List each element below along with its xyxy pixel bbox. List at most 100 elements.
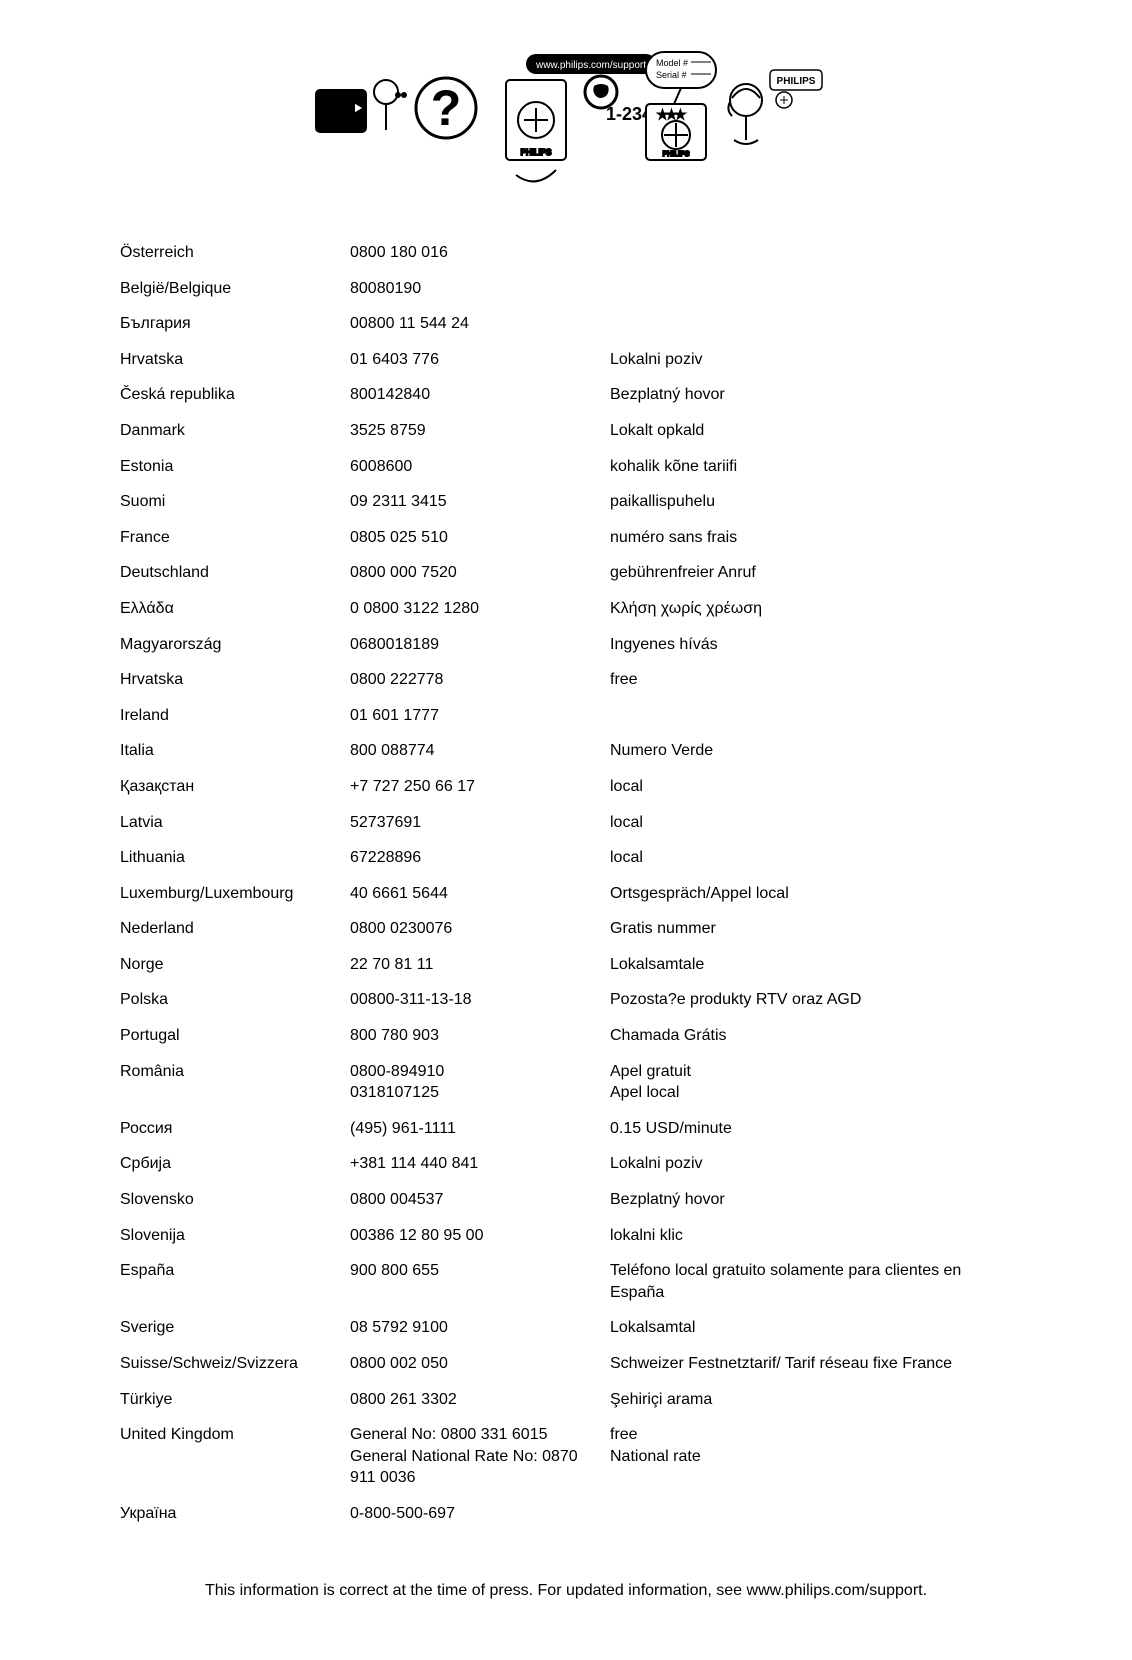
note-cell: Lokalt opkald	[610, 413, 1012, 449]
country-cell: België/Belgique	[120, 271, 350, 307]
country-cell: Slovensko	[120, 1182, 350, 1218]
table-row: Қазақстан+7 727 250 66 17local	[120, 769, 1012, 805]
phone-cell: (495) 961-1111	[350, 1111, 610, 1147]
country-cell: Luxemburg/Luxembourg	[120, 876, 350, 912]
country-cell: Россия	[120, 1111, 350, 1147]
table-row: Polska00800-311-13-18Pozosta?e produkty …	[120, 982, 1012, 1018]
note-cell: Pozosta?e produkty RTV oraz AGD	[610, 982, 1012, 1018]
note-cell: kohalik kõne tariifi	[610, 449, 1012, 485]
note-cell: paikallispuhelu	[610, 484, 1012, 520]
phone-cell: 0800 222778	[350, 662, 610, 698]
note-cell: Bezplatný hovor	[610, 1182, 1012, 1218]
country-cell: Magyarország	[120, 627, 350, 663]
brand-badge: PHILIPS	[777, 76, 816, 87]
table-row: Portugal800 780 903Chamada Grátis	[120, 1018, 1012, 1054]
note-cell: local	[610, 769, 1012, 805]
note-cell: Schweizer Festnetztarif/ Tarif réseau fi…	[610, 1346, 1012, 1382]
phone-cell: 01 601 1777	[350, 698, 610, 734]
note-cell	[610, 271, 1012, 307]
country-cell: Nederland	[120, 911, 350, 947]
phone-cell: 40 6661 5644	[350, 876, 610, 912]
table-row: Србија+381 114 440 841Lokalni poziv	[120, 1146, 1012, 1182]
country-cell: Қазақстан	[120, 769, 350, 805]
phone-cell: 52737691	[350, 805, 610, 841]
phone-cell: 09 2311 3415	[350, 484, 610, 520]
phone-cell: 0-800-500-697	[350, 1496, 610, 1532]
table-row: Norge22 70 81 11Lokalsamtale	[120, 947, 1012, 983]
note-cell: Chamada Grátis	[610, 1018, 1012, 1054]
phone-cell: 00800-311-13-18	[350, 982, 610, 1018]
note-cell	[610, 306, 1012, 342]
note-cell: Lokalni poziv	[610, 342, 1012, 378]
table-row: Україна0-800-500-697	[120, 1496, 1012, 1532]
brand-label-1: PHILIPS	[521, 148, 552, 157]
table-row: United KingdomGeneral No: 0800 331 6015 …	[120, 1417, 1012, 1496]
table-row: Slovensko0800 004537Bezplatný hovor	[120, 1182, 1012, 1218]
country-cell: Hrvatska	[120, 662, 350, 698]
country-cell: Ελλάδα	[120, 591, 350, 627]
note-cell: Gratis nummer	[610, 911, 1012, 947]
country-cell: Србија	[120, 1146, 350, 1182]
table-row: România0800-894910 0318107125Apel gratui…	[120, 1054, 1012, 1111]
table-row: Italia800 088774Numero Verde	[120, 733, 1012, 769]
table-row: Česká republika800142840Bezplatný hovor	[120, 377, 1012, 413]
phone-cell: 0800 002 050	[350, 1346, 610, 1382]
support-url: www.philips.com/support	[535, 60, 646, 71]
note-cell: lokalni klic	[610, 1218, 1012, 1254]
phone-cell: 67228896	[350, 840, 610, 876]
table-row: Danmark3525 8759Lokalt opkald	[120, 413, 1012, 449]
country-cell: Sverige	[120, 1310, 350, 1346]
note-cell: Lokalsamtale	[610, 947, 1012, 983]
table-row: Estonia6008600kohalik kõne tariifi	[120, 449, 1012, 485]
country-cell: Suisse/Schweiz/Svizzera	[120, 1346, 350, 1382]
country-cell: Suomi	[120, 484, 350, 520]
country-cell: United Kingdom	[120, 1417, 350, 1496]
country-cell: Danmark	[120, 413, 350, 449]
phone-cell: 0680018189	[350, 627, 610, 663]
phone-cell: 0800-894910 0318107125	[350, 1054, 610, 1111]
table-row: Türkiye0800 261 3302Şehiriçi arama	[120, 1382, 1012, 1418]
table-row: Nederland0800 0230076Gratis nummer	[120, 911, 1012, 947]
note-cell: Bezplatný hovor	[610, 377, 1012, 413]
table-row: Hrvatska0800 222778free	[120, 662, 1012, 698]
country-cell: Hrvatska	[120, 342, 350, 378]
phone-cell: 0 0800 3122 1280	[350, 591, 610, 627]
phone-cell: 0800 180 016	[350, 235, 610, 271]
country-cell: Česká republika	[120, 377, 350, 413]
phone-cell: 80080190	[350, 271, 610, 307]
table-row: Slovenija00386 12 80 95 00lokalni klic	[120, 1218, 1012, 1254]
note-cell: gebührenfreier Anruf	[610, 555, 1012, 591]
note-cell: Lokalni poziv	[610, 1146, 1012, 1182]
phone-cell: 0800 004537	[350, 1182, 610, 1218]
phone-cell: 00386 12 80 95 00	[350, 1218, 610, 1254]
table-row: Lithuania67228896local	[120, 840, 1012, 876]
note-cell: Ingyenes hívás	[610, 627, 1012, 663]
note-cell: Lokalsamtal	[610, 1310, 1012, 1346]
table-row: Россия(495) 961-11110.15 USD/minute	[120, 1111, 1012, 1147]
country-cell: Lithuania	[120, 840, 350, 876]
phone-cell: 0805 025 510	[350, 520, 610, 556]
note-cell	[610, 1496, 1012, 1532]
country-cell: Polska	[120, 982, 350, 1018]
table-row: Ireland01 601 1777	[120, 698, 1012, 734]
country-cell: Türkiye	[120, 1382, 350, 1418]
note-cell: free National rate	[610, 1417, 1012, 1496]
country-cell: Ireland	[120, 698, 350, 734]
country-cell: Slovenija	[120, 1218, 350, 1254]
phone-cell: 3525 8759	[350, 413, 610, 449]
phone-cell: 00800 11 544 24	[350, 306, 610, 342]
phone-cell: 08 5792 9100	[350, 1310, 610, 1346]
note-cell: local	[610, 840, 1012, 876]
note-cell: Numero Verde	[610, 733, 1012, 769]
note-cell	[610, 235, 1012, 271]
phone-cell: 0800 0230076	[350, 911, 610, 947]
table-row: Österreich0800 180 016	[120, 235, 1012, 271]
table-row: België/Belgique80080190	[120, 271, 1012, 307]
note-cell: Ortsgespräch/Appel local	[610, 876, 1012, 912]
phone-cell: 01 6403 776	[350, 342, 610, 378]
brand-label-2: PHILIPS	[663, 151, 690, 158]
table-row: България00800 11 544 24	[120, 306, 1012, 342]
note-cell: local	[610, 805, 1012, 841]
table-row: Ελλάδα0 0800 3122 1280Κλήση χωρίς χρέωση	[120, 591, 1012, 627]
phone-cell: 22 70 81 11	[350, 947, 610, 983]
